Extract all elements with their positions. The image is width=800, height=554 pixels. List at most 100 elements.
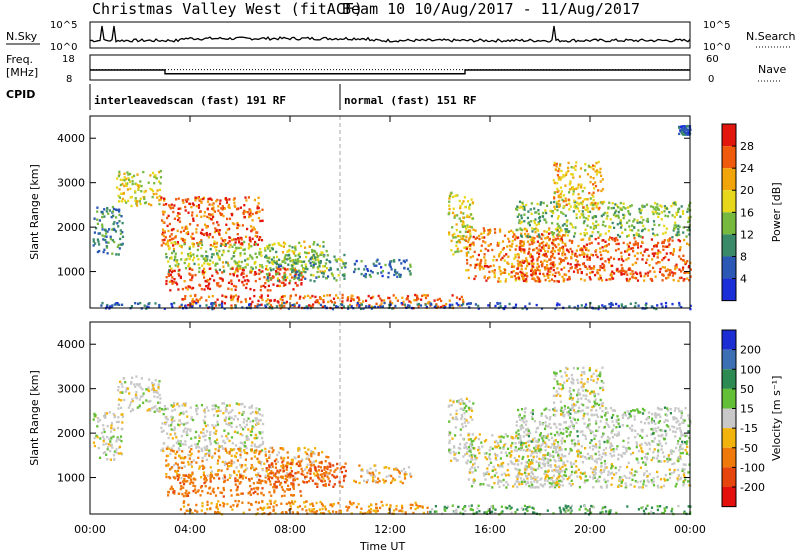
data-cell [622, 269, 625, 272]
data-cell [154, 379, 157, 382]
data-cell [171, 449, 175, 453]
data-cell [526, 509, 529, 513]
data-cell [246, 467, 249, 470]
data-cell [493, 269, 496, 272]
data-cell [305, 452, 309, 456]
data-cell [300, 274, 303, 277]
data-cell [622, 216, 625, 220]
data-cell [515, 277, 518, 280]
data-cell [477, 253, 480, 257]
data-cell [688, 264, 691, 268]
data-cell [476, 507, 479, 510]
data-cell [242, 443, 245, 447]
data-cell [154, 174, 157, 177]
data-cell [469, 232, 472, 236]
data-cell [294, 248, 297, 251]
data-cell [316, 255, 319, 258]
data-cell [314, 258, 317, 262]
data-cell [323, 468, 326, 471]
data-cell [557, 169, 560, 173]
data-cell [160, 244, 163, 247]
data-cell [280, 264, 283, 268]
data-cell [554, 237, 557, 241]
data-cell [343, 274, 346, 277]
data-cell [464, 225, 467, 228]
data-cell [161, 228, 165, 231]
data-cell [602, 506, 605, 509]
data-cell [159, 176, 162, 179]
data-cell [278, 258, 281, 261]
data-cell [575, 265, 578, 268]
data-cell [102, 415, 106, 418]
data-cell [306, 471, 309, 475]
data-cell [286, 488, 289, 491]
data-cell [417, 302, 420, 306]
data-cell [291, 265, 294, 268]
data-cell [573, 199, 576, 202]
data-cell [574, 266, 577, 270]
data-cell [312, 253, 315, 257]
data-cell [181, 298, 184, 301]
data-cell [270, 269, 273, 272]
data-cell [541, 263, 544, 266]
data-cell [236, 417, 240, 421]
data-cell [264, 255, 267, 259]
data-cell [126, 182, 129, 185]
data-cell [409, 265, 412, 268]
data-cell [158, 305, 161, 308]
data-cell [215, 429, 218, 433]
data-cell [275, 504, 278, 507]
data-cell [221, 261, 225, 264]
data-cell [422, 511, 425, 515]
data-cell [268, 464, 271, 467]
data-cell [202, 419, 205, 422]
data-cell [523, 208, 526, 211]
data-cell [270, 472, 273, 475]
data-cell [329, 463, 332, 466]
data-cell [284, 242, 287, 246]
data-cell [531, 506, 534, 509]
data-cell [643, 205, 646, 208]
data-cell [220, 277, 223, 280]
data-cell [353, 270, 356, 274]
data-cell [227, 249, 230, 253]
data-cell [152, 406, 155, 409]
data-cell [229, 410, 232, 414]
data-cell [517, 213, 521, 216]
data-cell [209, 277, 212, 281]
data-cell [242, 276, 245, 279]
data-cell [468, 236, 471, 239]
data-cell [456, 247, 459, 250]
data-cell [678, 132, 681, 136]
data-cell [607, 207, 610, 210]
data-cell [536, 202, 539, 206]
data-cell [576, 260, 579, 263]
data-cell [305, 265, 308, 269]
data-cell [326, 294, 329, 297]
data-cell [235, 493, 239, 496]
data-cell [319, 261, 322, 264]
data-cell [674, 203, 677, 206]
data-cell [246, 227, 249, 231]
data-cell [303, 240, 306, 243]
data-cell [445, 302, 448, 306]
data-cell [669, 252, 672, 255]
data-cell [558, 249, 561, 252]
data-cell [104, 416, 107, 419]
data-cell [309, 279, 312, 282]
data-cell [242, 428, 245, 431]
data-cell [591, 505, 594, 508]
data-cell [265, 278, 268, 282]
data-cell [317, 469, 321, 472]
data-cell [653, 207, 656, 211]
data-cell [596, 268, 599, 272]
data-cell [313, 256, 317, 259]
data-cell [234, 304, 237, 307]
data-cell [652, 212, 655, 216]
data-cell [261, 208, 264, 211]
data-cell [679, 215, 682, 218]
data-cell [212, 222, 215, 225]
data-cell [615, 242, 618, 246]
data-cell [671, 236, 674, 239]
data-cell [273, 298, 276, 302]
